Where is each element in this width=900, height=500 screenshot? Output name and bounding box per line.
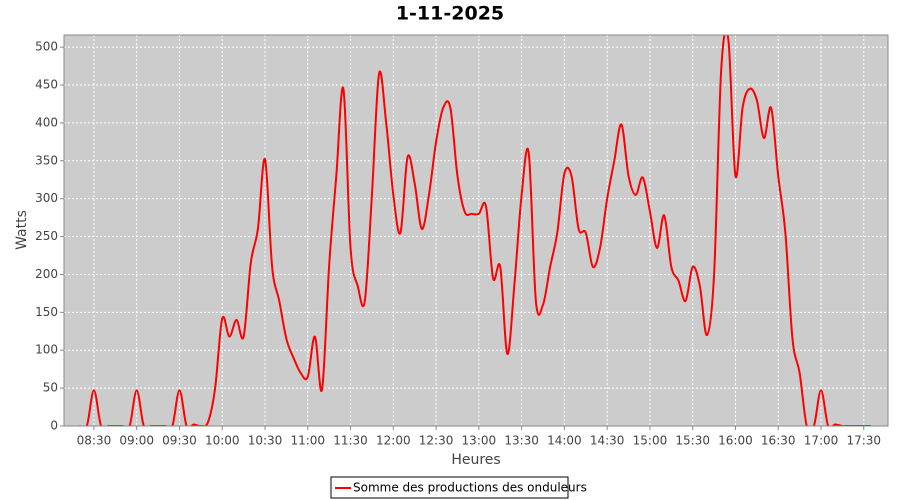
y-tick-label: 500	[35, 40, 58, 54]
legend-box	[330, 476, 569, 499]
x-tick-label: 09:30	[162, 434, 197, 448]
y-tick-label: 50	[43, 381, 58, 395]
x-tick-label: 13:30	[504, 434, 539, 448]
y-tick-label: 150	[35, 305, 58, 319]
x-tick-label: 17:30	[846, 434, 881, 448]
y-tick-label: 450	[35, 78, 58, 92]
x-tick-label: 08:30	[77, 434, 112, 448]
x-tick-label: 13:00	[462, 434, 497, 448]
x-tick-label: 16:30	[761, 434, 796, 448]
y-axis-label: Watts	[14, 210, 30, 250]
plot-border	[63, 34, 889, 427]
x-tick-label: 16:00	[718, 434, 753, 448]
y-tick-label: 250	[35, 229, 58, 243]
legend-label: Somme des productions des onduleurs	[353, 481, 587, 495]
y-tick-label: 200	[35, 267, 58, 281]
y-tick-label: 300	[35, 191, 58, 205]
x-tick-label: 11:00	[290, 434, 325, 448]
x-tick-label: 12:00	[376, 434, 411, 448]
chart-title: 1-11-2025	[396, 3, 504, 25]
x-tick-label: 14:00	[547, 434, 582, 448]
y-tick-label: 400	[35, 115, 58, 129]
plot-area	[64, 35, 888, 426]
x-tick-label: 10:30	[248, 434, 283, 448]
y-tick-label: 100	[35, 343, 58, 357]
x-tick-label: 17:00	[804, 434, 839, 448]
x-axis-label: Heures	[451, 452, 500, 468]
x-tick-label: 15:30	[675, 434, 710, 448]
x-tick-label: 14:30	[590, 434, 625, 448]
x-tick-label: 11:30	[333, 434, 368, 448]
x-tick-label: 12:30	[419, 434, 454, 448]
x-tick-label: 09:00	[119, 434, 154, 448]
x-tick-label: 10:00	[205, 434, 240, 448]
x-tick-label: 15:00	[633, 434, 668, 448]
y-tick-label: 350	[35, 153, 58, 167]
series-line	[79, 35, 871, 426]
y-tick-label: 0	[50, 419, 58, 433]
